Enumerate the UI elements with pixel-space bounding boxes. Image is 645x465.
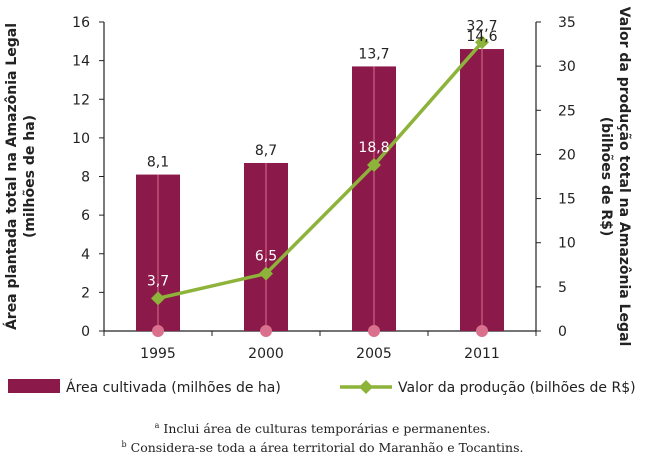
line-group (151, 35, 489, 306)
legend: Área cultivada (milhões de ha) Valor da p… (8, 379, 636, 396)
y-axis-left-title-line: (milhões de ha) (22, 115, 38, 238)
y-tick-label-left: 6 (81, 208, 90, 224)
x-tick-label: 2000 (248, 346, 284, 362)
footnote-a: a Inclui área de culturas temporárias e … (0, 421, 645, 436)
bar-value-label: 8,1 (147, 155, 169, 171)
axes: 0 2 4 6 8 10 12 14 16 0 5 10 15 20 25 30 35 1995 2000 2005 2… (3, 7, 632, 362)
bar-value-label: 14,6 (466, 29, 497, 45)
y-tick-label-left: 14 (72, 54, 90, 70)
bars-group (136, 49, 504, 337)
y-axis-right-title-line: Valor da produção total na Amazônia Lega… (616, 7, 632, 347)
footnote-a-text: Inclui área de culturas temporárias e pe… (163, 421, 491, 436)
footnote-b: b Considera-se toda a área territorial d… (0, 440, 645, 455)
y-tick-label-left: 4 (81, 247, 90, 263)
y-tick-label-right: 25 (558, 103, 576, 119)
x-tick-label: 2005 (356, 346, 392, 362)
y-tick-label-right: 20 (558, 147, 576, 163)
legend-swatch-marker (359, 380, 373, 394)
y-tick-label-right: 35 (558, 15, 576, 31)
y-tick-label-left: 12 (72, 92, 90, 108)
y-tick-label-left: 16 (72, 15, 90, 31)
line-point-marker (475, 35, 489, 50)
line-point-marker (259, 266, 273, 281)
line-series-path (157, 41, 484, 301)
footnote-b-marker: b (121, 440, 127, 449)
y-tick-label-right: 15 (558, 192, 576, 208)
footnote-a-marker: a (154, 421, 160, 430)
y-tick-label-left: 8 (81, 170, 90, 186)
y-axis-left-title: Área plantada total na Amazônia Legal (mi… (3, 23, 38, 330)
baseline-dot (152, 325, 164, 337)
baseline-dot (260, 325, 272, 337)
y-tick-label-right: 30 (558, 59, 576, 75)
line-value-label: 32,7 (466, 18, 497, 34)
line-value-label: 18,8 (358, 140, 389, 156)
y-tick-label-left: 2 (81, 285, 90, 301)
line-value-label: 3,7 (147, 273, 169, 289)
y-tick-label-right: 0 (558, 324, 567, 340)
legend-label-bar: Área cultivada (milhões de ha) (66, 379, 281, 396)
data-labels: 8,1 8,7 13,7 14,6 3,7 6,5 18,8 32,7 (147, 18, 498, 289)
x-tick-label: 2011 (464, 346, 500, 362)
y-tick-label-right: 5 (558, 280, 567, 296)
y-axis-right-title-line: (bilhões de R$) (598, 117, 614, 237)
baseline-dot (476, 325, 488, 337)
footnote-b-text: Considera-se toda a área territorial do … (130, 440, 524, 455)
line-value-label: 6,5 (255, 249, 277, 265)
legend-swatch-bar (8, 379, 60, 393)
legend-label-line: Valor da produção (bilhões de R$) (398, 380, 636, 396)
y-tick-label-right: 10 (558, 236, 576, 252)
baseline-dot (368, 325, 380, 337)
y-axis-right-title: Valor da produção total na Amazônia Lega… (598, 7, 632, 347)
bar-value-label: 13,7 (358, 46, 389, 62)
line-point-marker (151, 291, 165, 306)
y-tick-label-left: 10 (72, 131, 90, 147)
y-tick-label-left: 0 (81, 324, 90, 340)
line-point-marker (367, 158, 381, 173)
y-axis-left-title-line: Área plantada total na Amazônia Legal (3, 23, 20, 330)
bar-value-label: 8,7 (255, 143, 277, 159)
x-tick-label: 1995 (140, 346, 176, 362)
